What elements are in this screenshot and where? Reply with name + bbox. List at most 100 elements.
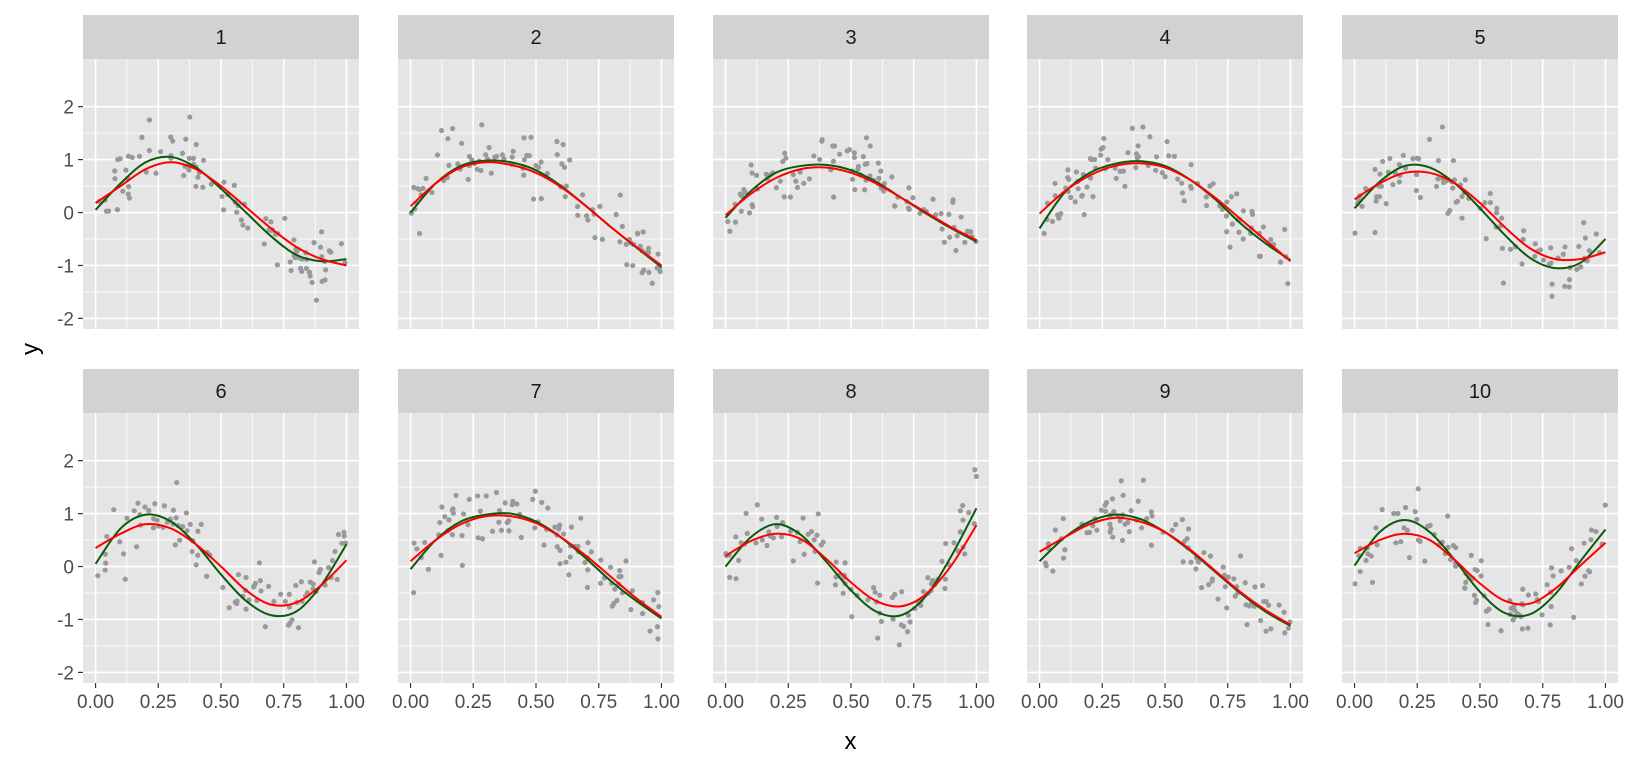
data-point: [862, 161, 868, 167]
data-point: [442, 514, 448, 520]
data-point: [1201, 549, 1207, 556]
data-point: [153, 170, 159, 176]
data-point: [1472, 566, 1478, 573]
data-point: [1586, 569, 1593, 575]
data-point: [235, 571, 242, 578]
data-point: [748, 162, 754, 168]
data-point: [499, 152, 505, 158]
data-point: [1459, 193, 1465, 200]
data-point: [849, 614, 855, 620]
data-point: [291, 237, 297, 243]
data-point: [860, 154, 867, 160]
data-point: [1450, 185, 1456, 191]
data-point: [830, 158, 837, 164]
data-point: [1415, 537, 1422, 543]
data-point: [200, 157, 207, 163]
data-point: [518, 534, 524, 540]
data-point: [117, 156, 123, 162]
data-point: [634, 231, 641, 237]
data-point: [1462, 585, 1468, 591]
data-point: [1376, 194, 1383, 200]
data-point: [628, 606, 634, 613]
data-point: [446, 517, 452, 523]
data-point: [411, 184, 417, 191]
data-point: [851, 154, 858, 161]
data-point: [1378, 183, 1384, 189]
x-tick-label: 0.25: [770, 692, 807, 713]
data-point: [252, 580, 258, 587]
data-point: [1453, 563, 1459, 569]
data-point: [941, 239, 947, 245]
data-point: [898, 622, 904, 628]
data-point: [1494, 205, 1500, 212]
data-point: [257, 578, 263, 584]
data-point: [567, 554, 573, 560]
data-point: [973, 473, 980, 480]
data-point: [1193, 566, 1199, 572]
data-point: [1540, 257, 1547, 263]
data-point: [1203, 202, 1210, 209]
data-point: [645, 245, 652, 251]
data-point: [475, 535, 481, 541]
data-point: [814, 580, 821, 586]
data-point: [506, 518, 512, 524]
data-point: [1478, 573, 1484, 579]
data-point: [146, 117, 153, 123]
data-point: [630, 262, 636, 269]
data-point: [1148, 542, 1155, 548]
y-axis-title: y: [17, 343, 44, 355]
data-point: [1187, 183, 1194, 190]
data-point: [1122, 521, 1128, 527]
data-point: [588, 549, 594, 555]
data-point: [1138, 525, 1145, 531]
data-point: [258, 588, 264, 594]
data-point: [598, 557, 604, 563]
data-point: [811, 537, 817, 543]
data-point: [1439, 124, 1446, 130]
facet-strip: [83, 369, 359, 413]
facet-strip-label: 8: [845, 381, 856, 403]
data-point: [173, 515, 179, 521]
data-point: [313, 297, 320, 303]
data-point: [310, 581, 316, 587]
data-point: [1084, 530, 1090, 536]
data-point: [1179, 516, 1185, 523]
data-point: [278, 591, 284, 597]
data-point: [1593, 528, 1599, 535]
data-point: [1079, 193, 1085, 199]
facet-strip: [713, 15, 989, 59]
data-point: [1463, 579, 1469, 585]
true-curve: [1038, 160, 1292, 262]
data-point: [607, 564, 614, 570]
data-point: [651, 597, 657, 603]
data-point: [1493, 210, 1500, 216]
data-point: [727, 228, 733, 234]
data-point: [1435, 158, 1442, 164]
data-point: [1140, 124, 1146, 130]
data-point: [1126, 529, 1132, 535]
data-point: [1281, 609, 1287, 615]
data-point: [1602, 502, 1608, 508]
data-point: [411, 540, 417, 546]
data-point: [787, 194, 794, 200]
data-point: [657, 269, 663, 275]
data-point: [1498, 628, 1504, 634]
data-point: [1125, 150, 1131, 156]
data-point: [1511, 603, 1517, 609]
data-point: [1113, 175, 1119, 182]
data-point: [538, 196, 544, 202]
data-point: [640, 229, 646, 235]
data-point: [274, 262, 281, 268]
data-point: [947, 234, 953, 240]
data-point: [416, 230, 423, 237]
data-point: [727, 574, 733, 580]
data-point: [891, 203, 898, 209]
data-point: [1207, 553, 1214, 559]
data-point: [815, 511, 821, 517]
data-point: [1101, 135, 1107, 142]
data-point: [920, 588, 926, 595]
data-point: [415, 186, 421, 192]
data-point: [567, 157, 573, 163]
facet-strip: [398, 369, 674, 413]
